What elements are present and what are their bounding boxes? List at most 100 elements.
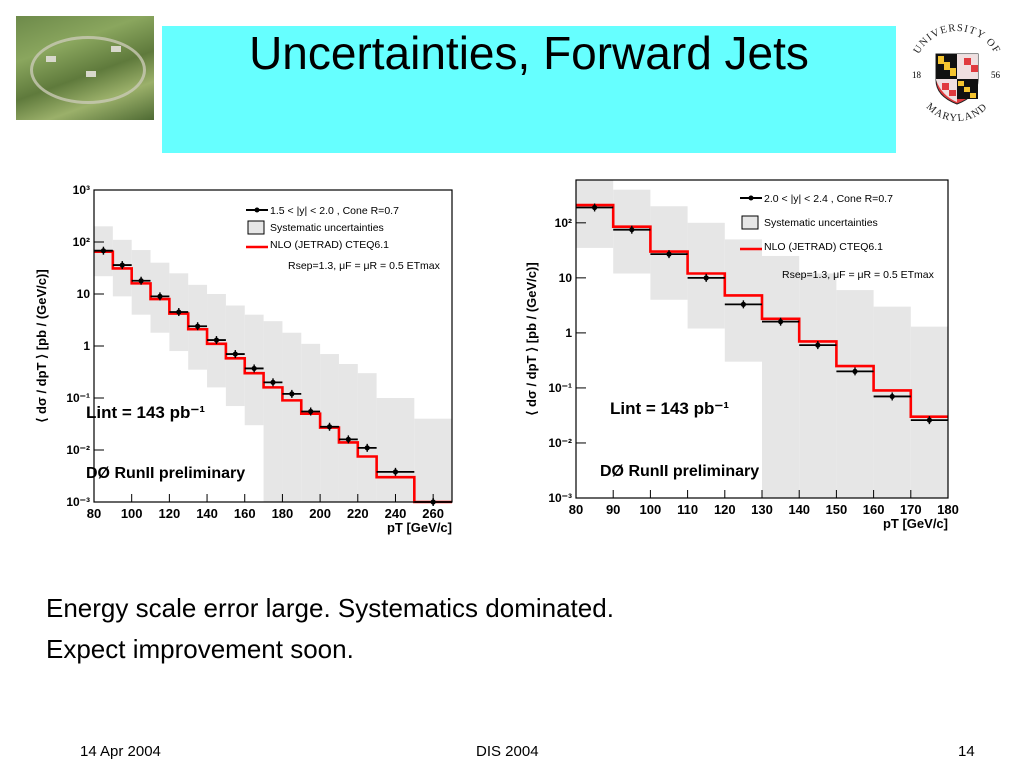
data-point [666, 251, 672, 257]
data-point [100, 248, 107, 254]
x-tick-label: 160 [234, 506, 256, 521]
x-tick-label: 260 [422, 506, 444, 521]
data-point [926, 417, 932, 423]
legend-entry: NLO (JETRAD) CTEQ6.1 [270, 239, 389, 251]
data-point [852, 368, 858, 374]
nlo-theory-line [576, 203, 948, 419]
systematic-band-bin [301, 343, 321, 502]
systematic-band-bin [357, 373, 377, 502]
data-point [251, 365, 257, 372]
accelerator-aerial-photo [16, 16, 154, 120]
systematic-band-bin [576, 180, 614, 248]
x-tick-label: 100 [640, 502, 662, 517]
x-tick-label: 240 [385, 506, 407, 521]
data-point [195, 323, 201, 329]
y-tick-label: 10⁻² [66, 443, 90, 457]
systematic-band-bin [282, 332, 302, 502]
x-tick-label: 100 [121, 506, 143, 521]
systematic-band-bin [414, 418, 452, 502]
y-tick-label: 10⁻³ [548, 491, 572, 505]
y-tick-label: 1 [565, 326, 572, 340]
building-mark [46, 56, 56, 62]
slide-title: Uncertainties, Forward Jets [249, 27, 809, 79]
building-mark [111, 46, 121, 52]
data-point [289, 391, 295, 397]
data-point [740, 301, 746, 307]
luminosity-annotation: Lint = 143 pb⁻¹ [86, 403, 205, 422]
x-tick-label: 200 [309, 506, 331, 521]
data-point [119, 262, 125, 268]
data-point [326, 424, 333, 430]
nlo-theory-line [94, 250, 452, 504]
data-point [213, 337, 220, 343]
luminosity-annotation: Lint = 143 pb⁻¹ [610, 399, 729, 418]
x-tick-label: 110 [677, 502, 698, 517]
legend-entry: 1.5 < |y| < 2.0 , Cone R=0.7 [270, 205, 399, 217]
x-tick-label: 160 [863, 502, 885, 517]
data-point [232, 351, 238, 357]
x-tick-label: 140 [788, 502, 810, 517]
data-point [392, 469, 399, 475]
x-tick-label: 120 [159, 506, 181, 521]
x-tick-label: 180 [937, 502, 959, 517]
data-point [176, 309, 182, 315]
legend-entry: NLO (JETRAD) CTEQ6.1 [764, 241, 883, 253]
x-tick-label: 170 [900, 502, 922, 517]
legend-marker-data-point [748, 195, 754, 201]
body-line-2: Expect improvement soon. [46, 634, 354, 664]
x-tick-label: 140 [196, 506, 218, 521]
data-point [308, 408, 314, 415]
footer-date: 14 Apr 2004 [80, 743, 161, 760]
legend-marker-data-point [254, 207, 260, 213]
y-tick-label: 10 [77, 287, 91, 301]
accelerator-ring [30, 36, 146, 104]
body-line-1: Energy scale error large. Systematics do… [46, 593, 614, 623]
data-point [815, 342, 821, 348]
footer-conference: DIS 2004 [476, 743, 539, 760]
y-tick-label: 10⁻¹ [548, 381, 572, 395]
experiment-annotation: DØ RunII preliminary [600, 463, 759, 480]
y-tick-label: 10⁻¹ [66, 391, 90, 405]
y-tick-label: 10³ [73, 183, 90, 197]
data-point [345, 436, 351, 442]
x-tick-label: 130 [751, 502, 773, 517]
systematic-band-bin [799, 273, 837, 498]
x-axis-label: pT [GeV/c] [883, 516, 948, 531]
y-axis-label: ⟨ dσ / dpT ⟩ [pb / (GeV/c)] [524, 262, 539, 415]
x-tick-label: 120 [714, 502, 736, 517]
logo-year-right: 56 [991, 70, 1001, 80]
y-tick-label: 1 [83, 339, 90, 353]
university-seal-logo: UNIVERSITY OF MARYLAND 18 56 [903, 20, 1011, 128]
data-point [138, 278, 144, 284]
x-tick-label: 80 [569, 502, 583, 517]
y-tick-label: 10⁻³ [66, 495, 90, 509]
data-point [270, 379, 276, 385]
systematic-band-bin [762, 255, 800, 498]
data-point [364, 445, 370, 451]
legend-entry: Systematic uncertainties [270, 222, 384, 234]
y-tick-label: 10 [559, 271, 573, 285]
plot-right-svg: 80 90 100 110 120 130 140 150 160 170 18010⁻³10⁻²1… [524, 179, 959, 531]
y-axis-label: ⟨ dσ / dpT ⟩ [pb / (GeV/c)] [34, 269, 49, 422]
building-mark [86, 71, 96, 77]
systematic-band-bin [873, 306, 911, 498]
x-tick-label: 180 [272, 506, 294, 521]
systematic-band-bin [376, 398, 415, 502]
data-point [889, 393, 895, 400]
data-point [157, 293, 163, 299]
data-point [703, 275, 709, 281]
legend-marker-systematic [741, 215, 759, 230]
x-axis-label: pT [GeV/c] [387, 520, 452, 535]
systematic-band-bin [836, 290, 874, 498]
legend-marker-systematic [247, 220, 265, 235]
logo-year-left: 18 [912, 70, 922, 80]
x-tick-label: 150 [826, 502, 848, 517]
systematic-band-bin [338, 364, 358, 502]
x-tick-label: 220 [347, 506, 369, 521]
systematic-band-bin [910, 326, 948, 498]
legend-entry: Rsep=1.3, μF = μR = 0.5 ETmax [782, 269, 935, 281]
title-banner: Uncertainties, Forward Jets [162, 26, 896, 153]
data-point [778, 319, 784, 325]
footer-page-number: 14 [958, 743, 975, 760]
legend-entry: Systematic uncertainties [764, 217, 878, 229]
